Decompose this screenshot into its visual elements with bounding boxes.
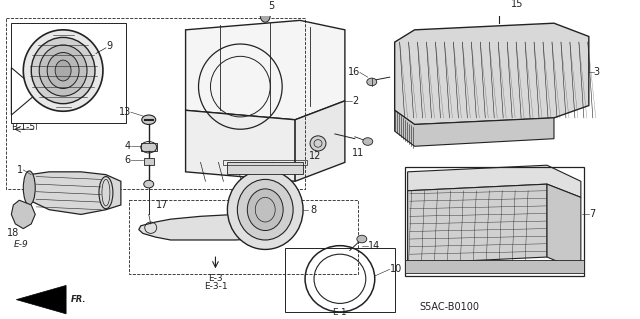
Text: 6: 6	[125, 154, 131, 165]
Polygon shape	[12, 68, 39, 115]
Bar	[129, 200, 358, 274]
Text: 11: 11	[352, 148, 364, 158]
Bar	[141, 144, 157, 151]
Ellipse shape	[363, 138, 372, 145]
Ellipse shape	[23, 30, 103, 111]
Ellipse shape	[144, 180, 154, 188]
Polygon shape	[395, 23, 589, 124]
Polygon shape	[408, 165, 581, 197]
Bar	[404, 167, 584, 276]
Ellipse shape	[237, 179, 293, 240]
Ellipse shape	[142, 115, 156, 124]
Text: 3: 3	[594, 67, 600, 78]
Text: 13: 13	[118, 107, 131, 117]
Text: E-3: E-3	[208, 274, 223, 283]
Ellipse shape	[55, 60, 71, 81]
Text: 5: 5	[268, 1, 275, 11]
Bar	[404, 260, 584, 273]
Text: E-1: E-1	[333, 308, 348, 317]
Bar	[144, 158, 154, 165]
Text: 10: 10	[390, 264, 402, 274]
Text: 1: 1	[17, 165, 23, 175]
Text: 12: 12	[309, 151, 321, 161]
Polygon shape	[408, 184, 547, 263]
Ellipse shape	[39, 45, 87, 96]
Bar	[12, 23, 126, 122]
Polygon shape	[12, 200, 35, 229]
Polygon shape	[186, 110, 295, 181]
Bar	[223, 160, 307, 165]
Text: 18: 18	[7, 228, 19, 238]
Text: FR.: FR.	[71, 295, 86, 304]
Text: E-9: E-9	[14, 240, 29, 249]
Polygon shape	[186, 20, 345, 120]
Polygon shape	[547, 184, 581, 271]
Ellipse shape	[227, 170, 303, 249]
Ellipse shape	[47, 53, 79, 88]
Polygon shape	[395, 110, 554, 146]
Text: 14: 14	[368, 241, 380, 251]
Text: 17: 17	[156, 200, 168, 210]
Text: 2: 2	[352, 96, 358, 106]
Bar	[6, 19, 305, 189]
Text: S5AC-B0100: S5AC-B0100	[419, 302, 479, 312]
Ellipse shape	[23, 171, 35, 205]
Ellipse shape	[357, 235, 367, 243]
Polygon shape	[139, 214, 300, 240]
Text: 8: 8	[310, 205, 316, 215]
Text: E-3-1: E-3-1	[204, 282, 227, 291]
Polygon shape	[295, 101, 345, 181]
Text: 4: 4	[125, 141, 131, 151]
Ellipse shape	[367, 78, 377, 86]
Bar	[285, 248, 395, 312]
Ellipse shape	[247, 189, 283, 231]
Ellipse shape	[310, 136, 326, 151]
Bar	[227, 162, 303, 174]
Ellipse shape	[260, 9, 270, 22]
Text: 16: 16	[348, 67, 360, 78]
Polygon shape	[29, 172, 121, 214]
Ellipse shape	[31, 37, 95, 104]
Text: 7: 7	[589, 210, 595, 219]
Text: 9: 9	[106, 41, 112, 51]
Text: 15: 15	[511, 0, 524, 9]
Text: B-1-5: B-1-5	[12, 123, 35, 132]
Polygon shape	[17, 286, 66, 314]
